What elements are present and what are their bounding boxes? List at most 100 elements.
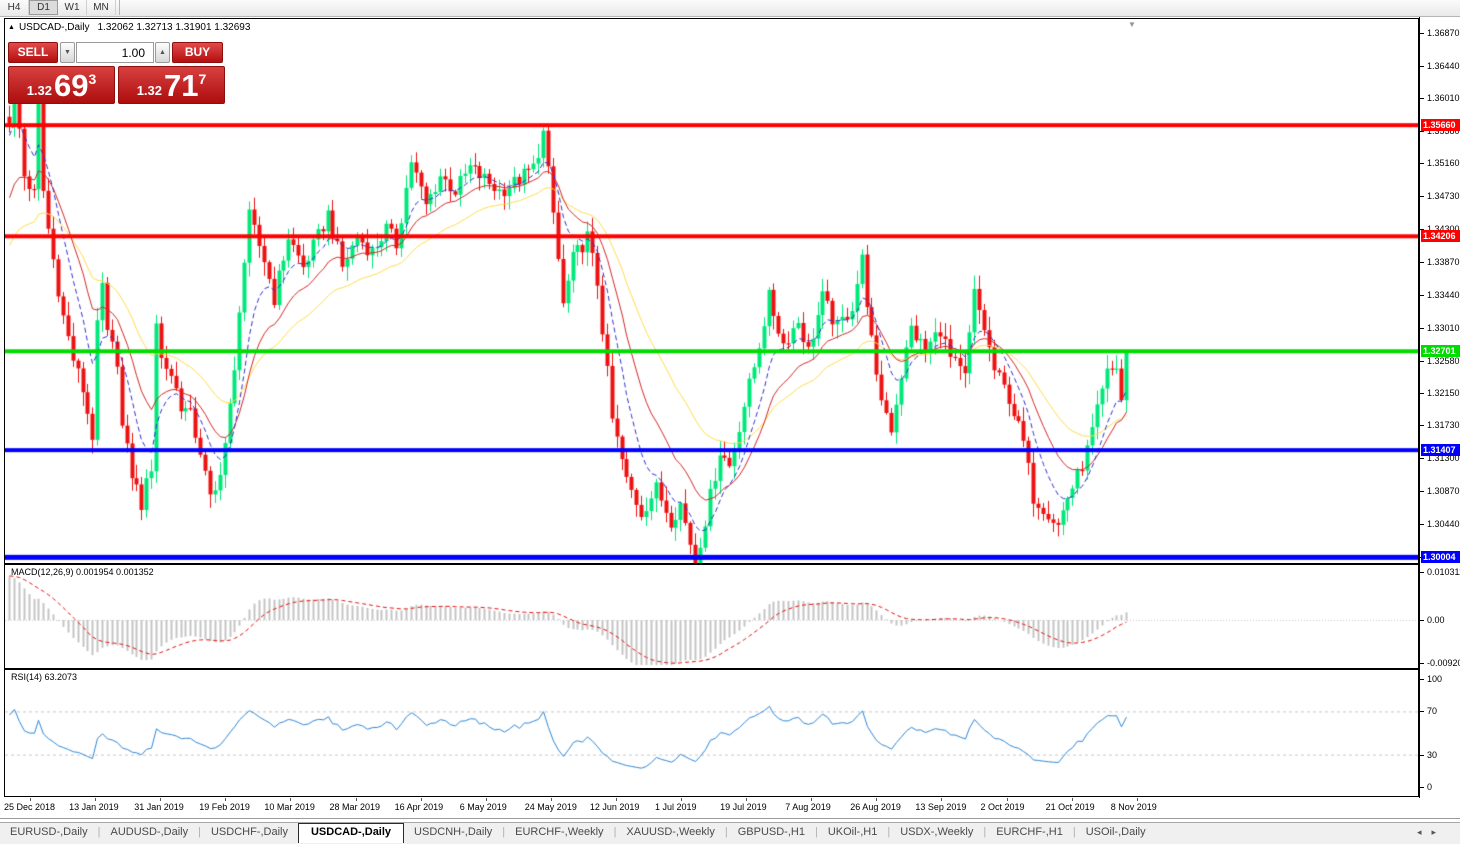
chart-tab-bar: EURUSD-,Daily | AUDUSD-,Daily | USDCHF-,Dail… — [0, 822, 1460, 844]
date-tick-label: 25 Dec 2018 — [4, 802, 56, 812]
tab-scroll-left-icon[interactable]: ◂ — [1416, 827, 1432, 837]
collapse-trade-panel-icon[interactable]: ▲ — [8, 24, 15, 31]
price-tick-label: 1.30870 — [1427, 486, 1460, 497]
price-tick-label: 1.33440 — [1427, 289, 1460, 300]
price-tick-label: 1.32580 — [1427, 355, 1460, 366]
tab-eurchf-h1[interactable]: EURCHF-,H1 — [996, 826, 1063, 838]
date-tick-label: 1 Jul 2019 — [655, 802, 697, 812]
date-tick-mark — [876, 798, 878, 801]
date-tick-mark — [746, 798, 748, 801]
main-chart-panel — [4, 18, 1419, 564]
sell-price-point: 3 — [88, 70, 97, 87]
time-axis[interactable]: 25 Dec 2018 13 Jan 2019 31 Jan 2019 19 Feb … — [0, 798, 1460, 819]
rsi-tick-mark — [1420, 679, 1424, 680]
macd-tick-label: -0.00920 — [1427, 657, 1460, 668]
rsi-indicator-panel: RSI(14) 63.2073 — [4, 669, 1419, 797]
date-tick-mark — [1071, 798, 1073, 801]
date-tick-mark — [1136, 798, 1138, 801]
sell-price-main: 69 — [54, 67, 89, 103]
price-tick-label: 1.34730 — [1427, 191, 1460, 202]
timeframe-button-mn[interactable]: MN — [87, 0, 116, 15]
hline-price-tag: 1.32701 — [1421, 345, 1460, 358]
date-tick-label: 6 May 2019 — [459, 802, 507, 812]
macd-canvas[interactable] — [5, 565, 1418, 668]
tab-usoil-daily[interactable]: USOil-,Daily — [1085, 826, 1146, 838]
rsi-tick-label: 100 — [1427, 674, 1443, 684]
date-tick-label: 31 Jan 2019 — [134, 802, 184, 812]
tab-gbpusd-h1[interactable]: GBPUSD-,H1 — [737, 826, 805, 838]
price-tick-mark — [1420, 98, 1424, 100]
date-tick-mark — [30, 798, 31, 801]
tab-usdchf-daily[interactable]: USDCHF-,Daily — [210, 826, 288, 838]
timeframe-button-w1[interactable]: W1 — [58, 0, 87, 15]
price-axis[interactable]: 1.36870 1.36440 1.36010 1.35580 1.35160 1.347… — [1419, 17, 1460, 819]
rsi-tick-label: 30 — [1427, 749, 1438, 760]
hline-price-tag: 1.30004 — [1421, 551, 1460, 564]
price-tick-mark — [1420, 294, 1424, 296]
price-tick-label: 1.35160 — [1427, 158, 1460, 169]
date-tick-mark — [160, 798, 162, 801]
tab-separator: | — [613, 826, 617, 838]
rsi-tick-mark — [1420, 711, 1424, 713]
volume-input[interactable] — [76, 42, 154, 63]
toolbar-separator — [119, 0, 120, 15]
volume-decrease-button[interactable]: ▼ — [60, 42, 75, 63]
tab-eurchf-weekly[interactable]: EURCHF-,Weekly — [515, 826, 604, 838]
date-tick-label: 7 Aug 2019 — [785, 802, 831, 812]
price-tick-mark — [1420, 131, 1424, 133]
rsi-tick-mark — [1420, 754, 1424, 756]
date-tick-label: 8 Nov 2019 — [1110, 802, 1157, 812]
price-tick-label: 1.31300 — [1427, 453, 1460, 464]
tab-xauusd-weekly[interactable]: XAUUSD-,Weekly — [626, 826, 715, 838]
buy-button[interactable]: BUY — [172, 42, 223, 63]
date-tick-label: 12 Jun 2019 — [589, 802, 640, 812]
sell-button[interactable]: SELL — [8, 42, 58, 63]
timeframe-toolbar: H4 D1 W1 MN — [0, 0, 1460, 17]
rsi-tick-label: 0 — [1427, 782, 1433, 792]
tab-usdcad-daily[interactable]: USDCAD-,Daily — [297, 823, 405, 843]
tab-usdx-weekly[interactable]: USDX-,Weekly — [900, 826, 974, 838]
price-tick-label: 1.33870 — [1427, 256, 1460, 267]
volume-increase-button[interactable]: ▲ — [155, 42, 170, 63]
tab-separator: | — [983, 826, 987, 838]
buy-price-main: 71 — [164, 67, 199, 103]
tab-eurusd-daily[interactable]: EURUSD-,Daily — [10, 826, 88, 838]
price-tick-label: 1.36870 — [1427, 27, 1460, 38]
date-tick-mark — [615, 798, 617, 801]
main-chart-canvas[interactable] — [5, 19, 1418, 563]
tab-separator: | — [887, 826, 891, 838]
buy-price-display[interactable]: 1.32 71 7 — [118, 66, 225, 104]
chart-shift-marker-icon[interactable]: ▼ — [1128, 20, 1136, 29]
sell-price-display[interactable]: 1.32 69 3 — [8, 66, 115, 104]
price-tick-mark — [1420, 261, 1424, 263]
date-tick-label: 13 Jan 2019 — [69, 802, 119, 812]
rsi-canvas[interactable] — [5, 670, 1418, 796]
timeframe-button-h4[interactable]: H4 — [0, 0, 29, 15]
price-tick-label: 1.36010 — [1427, 93, 1460, 104]
timeframe-button-d1[interactable]: D1 — [29, 0, 58, 15]
date-tick-mark — [550, 798, 552, 801]
tab-usdcnh-daily[interactable]: USDCNH-,Daily — [414, 826, 493, 838]
tab-audusd-daily[interactable]: AUDUSD-,Daily — [110, 826, 189, 838]
price-tick-mark — [1420, 458, 1424, 460]
date-tick-mark — [811, 798, 813, 801]
price-tick-label: 1.31730 — [1427, 420, 1460, 431]
date-tick-label: 10 Mar 2019 — [264, 802, 315, 812]
sell-price-prefix: 1.32 — [26, 82, 53, 98]
hline-price-tag: 1.31407 — [1421, 444, 1460, 457]
price-tick-mark — [1420, 196, 1424, 198]
rsi-tick-mark — [1420, 787, 1424, 788]
tab-separator: | — [198, 826, 201, 838]
price-tick-mark — [1420, 32, 1424, 34]
date-tick-mark — [681, 798, 682, 801]
hline-price-tag: 1.35660 — [1421, 119, 1460, 132]
price-tick-mark — [1420, 360, 1424, 362]
date-tick-mark — [355, 798, 357, 801]
date-tick-label: 26 Aug 2019 — [850, 802, 901, 812]
date-tick-label: 28 Mar 2019 — [329, 802, 381, 812]
tab-scroll-right-icon[interactable]: ▸ — [1431, 827, 1446, 837]
rsi-tick-label: 70 — [1427, 706, 1438, 717]
tab-ukoil-h1[interactable]: UKOil-,H1 — [827, 826, 878, 838]
rsi-label: RSI(14) 63.2073 — [11, 672, 78, 682]
